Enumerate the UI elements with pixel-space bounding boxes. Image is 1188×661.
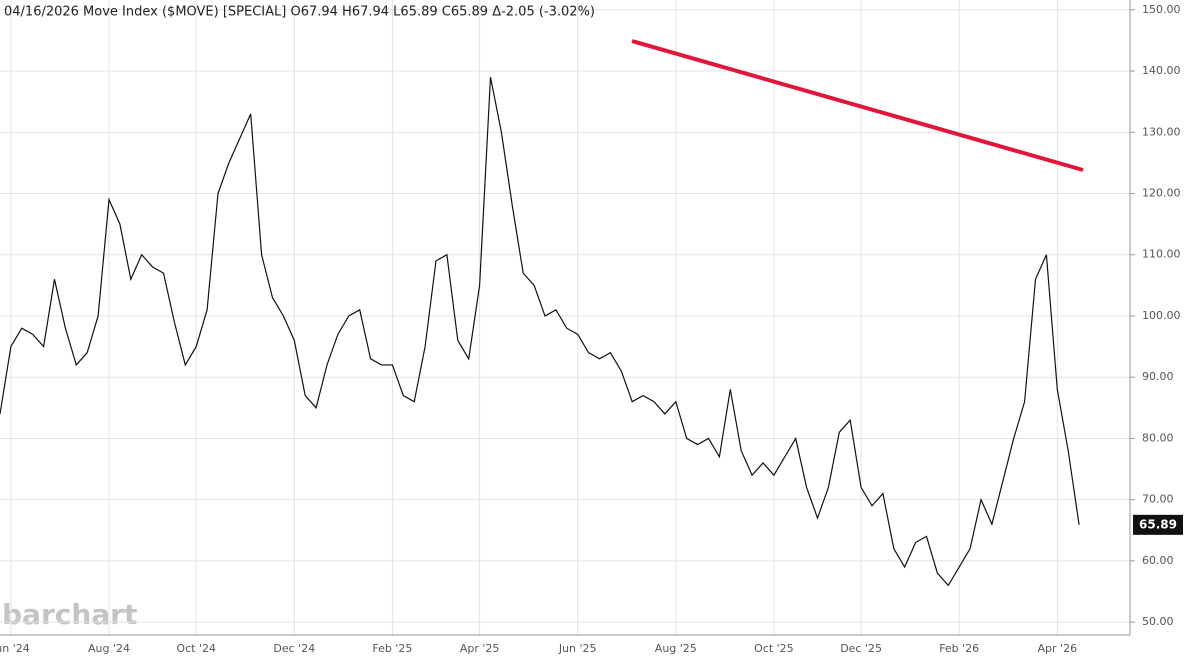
x-tick-label: Dec '24 [273, 642, 315, 655]
price-line [0, 77, 1080, 587]
x-tick-label: Oct '25 [754, 642, 794, 655]
x-tick-label: Dec '25 [840, 642, 882, 655]
y-tick-label: 70.00 [1142, 493, 1174, 506]
y-tick-label: 130.00 [1142, 125, 1181, 138]
x-tick-label: Feb '25 [372, 642, 412, 655]
last-value-label: 65.89 [1139, 517, 1177, 531]
last-value-box [1133, 514, 1183, 535]
y-tick-label: 120.00 [1142, 187, 1181, 200]
trend-line [631, 39, 1084, 172]
y-tick-label: 90.00 [1142, 370, 1174, 383]
y-tick-label: 150.00 [1142, 3, 1181, 16]
chart-title: 04/16/2026 Move Index ($MOVE) [SPECIAL] … [4, 5, 595, 20]
y-tick-label: 50.00 [1142, 615, 1174, 628]
y-tick-label: 100.00 [1142, 309, 1181, 322]
y-tick-label: 60.00 [1142, 554, 1174, 567]
x-tick-label: Aug '25 [655, 642, 697, 655]
x-tick-label: Apr '25 [460, 642, 500, 655]
x-tick-label: Oct '24 [176, 642, 216, 655]
x-tick-label: Apr '26 [1038, 642, 1078, 655]
x-tick-label: Jun '24 [0, 642, 30, 655]
y-tick-label: 110.00 [1142, 248, 1181, 261]
x-tick-label: Feb '26 [939, 642, 979, 655]
y-tick-label: 80.00 [1142, 431, 1174, 444]
y-tick-label: 140.00 [1142, 64, 1181, 77]
x-tick-label: Jun '25 [558, 642, 597, 655]
x-tick-label: Aug '24 [88, 642, 130, 655]
watermark: barchart [2, 598, 137, 631]
